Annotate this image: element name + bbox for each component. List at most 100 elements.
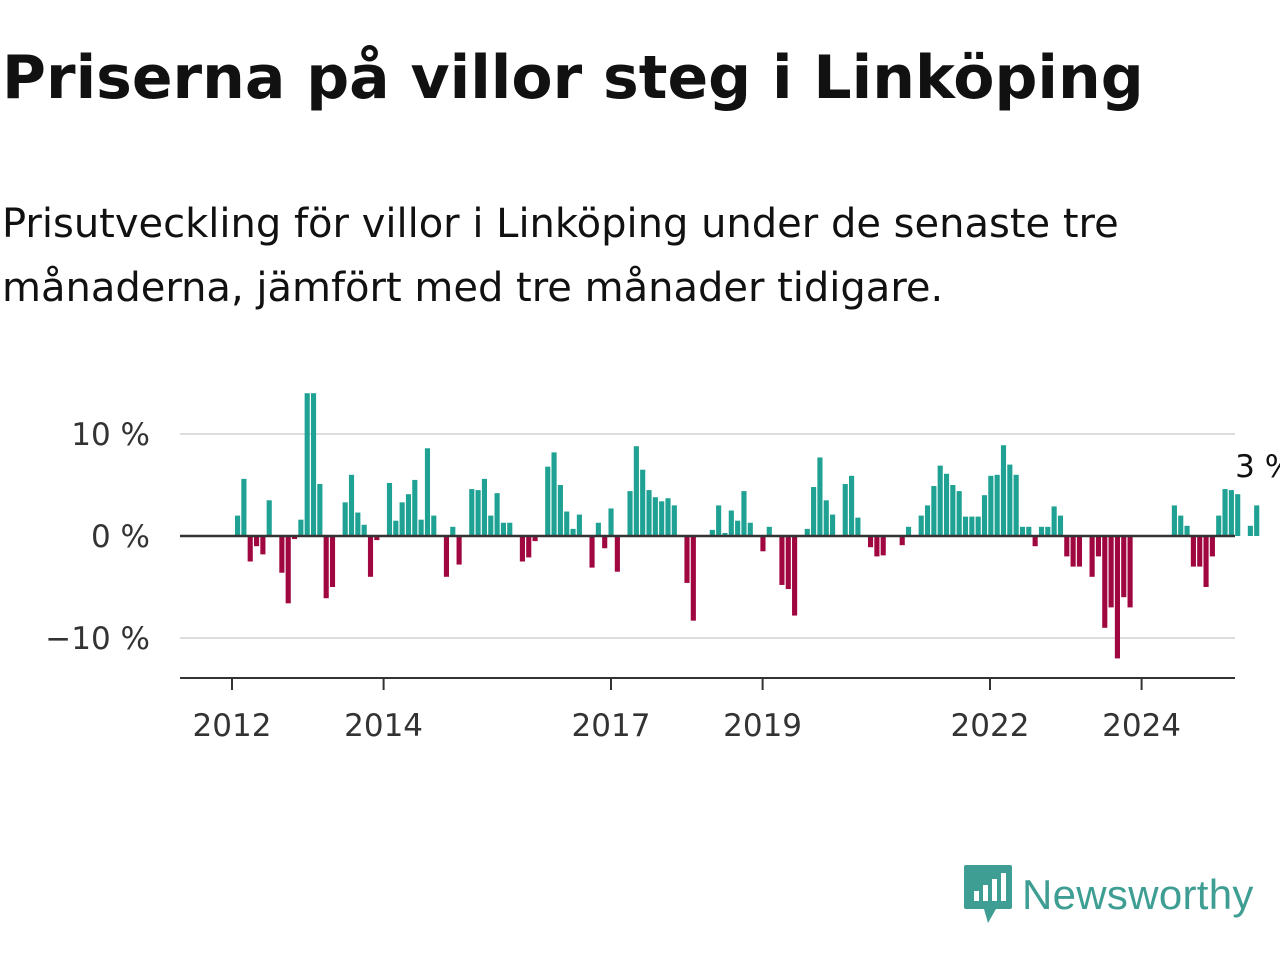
bar: [1222, 489, 1228, 536]
x-tick-label: 2022: [951, 708, 1030, 744]
bar: [399, 502, 405, 536]
bar: [247, 536, 253, 562]
bar: [310, 393, 317, 536]
bar: [526, 536, 532, 558]
bar: [646, 490, 652, 536]
bar: [785, 536, 791, 590]
axes: [180, 534, 1235, 690]
bar: [665, 498, 671, 536]
y-tick-label: 10 %: [71, 417, 150, 453]
bar: [760, 536, 766, 552]
bar: [1114, 536, 1120, 659]
bar: [1178, 515, 1184, 536]
labels: 10 % 0 % −10 % 2012 2014 2017 2019 2022 2024 3 %: [45, 417, 1280, 744]
bar: [1032, 536, 1038, 547]
bar: [304, 393, 310, 536]
bar: [374, 536, 380, 541]
bar: [424, 448, 431, 536]
bar: [235, 515, 241, 536]
bar: [241, 478, 247, 536]
last-value-label: 3 %: [1235, 449, 1280, 485]
bar: [1247, 525, 1253, 536]
bar: [950, 485, 956, 536]
bar: [684, 536, 690, 583]
bar: [1064, 536, 1070, 557]
bar: [1076, 536, 1083, 567]
bar: [443, 536, 450, 577]
bar: [557, 485, 563, 536]
bar: [640, 469, 646, 536]
bar: [469, 489, 475, 536]
bar: [747, 522, 753, 536]
bar: [766, 526, 772, 536]
bar: [431, 515, 437, 536]
bar: [1121, 536, 1127, 598]
bar: [1045, 526, 1051, 536]
bar: [716, 505, 722, 536]
bar: [260, 536, 266, 555]
bar: [1228, 490, 1234, 536]
bar-chart: 10 % 0 % −10 % 2012 2014 2017 2019 2022 2024 3 %: [45, 393, 1280, 744]
bar: [1051, 506, 1057, 536]
bar: [1197, 536, 1203, 567]
bar: [671, 505, 677, 536]
bar: [855, 517, 861, 536]
x-tick-label: 2017: [572, 708, 651, 744]
newsworthy-logo-icon: [964, 865, 1012, 923]
bar: [361, 524, 367, 536]
bar: [849, 475, 855, 536]
y-tick-label: 0 %: [91, 519, 150, 555]
bar: [792, 536, 798, 616]
bar: [741, 491, 747, 536]
bar: [969, 516, 975, 536]
bar: [519, 536, 525, 562]
bar: [652, 497, 658, 536]
bar: [564, 511, 570, 536]
bar: [323, 536, 329, 599]
bar: [475, 490, 481, 536]
bar: [1254, 505, 1260, 536]
bar: [975, 516, 981, 536]
bar: [931, 486, 937, 536]
bar: [1038, 526, 1045, 536]
bar: [633, 446, 639, 536]
bar: [924, 505, 931, 536]
bar: [804, 528, 810, 536]
bar: [994, 474, 1000, 536]
bar: [551, 452, 557, 536]
bar: [823, 500, 829, 536]
bar: [291, 536, 298, 540]
y-tick-label: −10 %: [45, 621, 150, 657]
bar: [659, 501, 665, 536]
bar: [1171, 505, 1177, 536]
chart-subtitle: Prisutveckling för villor i Linköping un…: [2, 201, 1119, 311]
x-tick-label: 2012: [193, 708, 272, 744]
bar: [348, 474, 355, 536]
chart-title: Priserna på villor steg i Linköping: [2, 43, 1144, 113]
bar: [1019, 526, 1026, 536]
bar: [1203, 536, 1209, 587]
bar: [1190, 536, 1196, 567]
bar: [602, 536, 608, 549]
bar: [1000, 445, 1007, 536]
bar: [342, 502, 348, 536]
bar: [355, 512, 361, 536]
bar: [722, 532, 728, 536]
bar: [627, 491, 633, 536]
bar: [386, 482, 393, 536]
bar: [956, 491, 962, 536]
x-tick-label: 2019: [723, 708, 802, 744]
bar: [811, 487, 817, 536]
bar: [532, 536, 538, 542]
bar: [1095, 536, 1102, 557]
bar: [481, 478, 487, 536]
x-tick-label: 2014: [344, 708, 423, 744]
bar: [285, 536, 291, 604]
bar: [690, 536, 696, 621]
bar: [817, 457, 823, 536]
bar: [779, 536, 785, 585]
bar: [298, 519, 304, 536]
bar: [1102, 536, 1108, 628]
bar: [405, 494, 412, 536]
bar: [614, 536, 620, 572]
